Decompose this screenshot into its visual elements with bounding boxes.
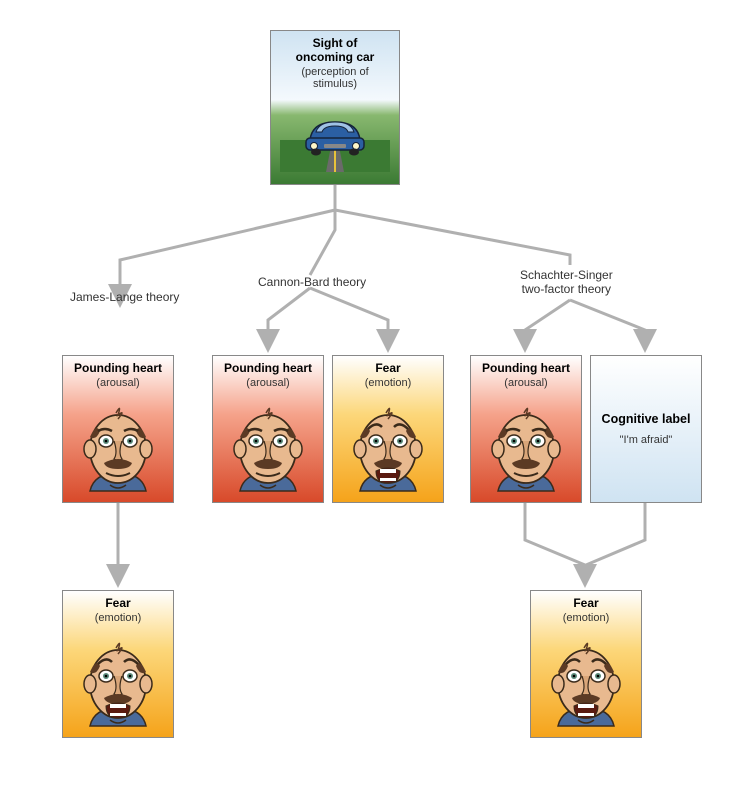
card-title: Fear (333, 362, 443, 376)
card-subtitle: (arousal) (63, 377, 173, 389)
worried-face-icon (70, 391, 166, 493)
card-subtitle: "I'm afraid" (591, 434, 701, 446)
card-title: Cognitive label (591, 412, 701, 426)
stimulus-card: Sight ofoncoming car (perception ofstimu… (270, 30, 400, 185)
card-subtitle: (emotion) (531, 612, 641, 624)
cannon-bard-arousal-card: Pounding heart (arousal) (212, 355, 324, 503)
card-subtitle: (arousal) (213, 377, 323, 389)
schachter-fear-card: Fear (emotion) (530, 590, 642, 738)
card-title: Pounding heart (213, 362, 323, 376)
card-title: Pounding heart (471, 362, 581, 376)
emotion-theories-diagram: Sight ofoncoming car (perception ofstimu… (0, 0, 730, 800)
card-subtitle: (emotion) (63, 612, 173, 624)
car-icon (280, 92, 390, 172)
james-lange-fear-card: Fear (emotion) (62, 590, 174, 738)
card-title: Fear (531, 597, 641, 611)
scared-face-icon (70, 626, 166, 728)
card-title: Pounding heart (63, 362, 173, 376)
card-title: Fear (63, 597, 173, 611)
worried-face-icon (220, 391, 316, 493)
stimulus-title: Sight ofoncoming car (271, 37, 399, 65)
scared-face-icon (538, 626, 634, 728)
worried-face-icon (478, 391, 574, 493)
cannon-bard-label: Cannon-Bard theory (258, 275, 366, 289)
schachter-singer-label: Schachter-Singertwo-factor theory (520, 268, 613, 297)
schachter-arousal-card: Pounding heart (arousal) (470, 355, 582, 503)
cannon-bard-fear-card: Fear (emotion) (332, 355, 444, 503)
stimulus-subtitle: (perception ofstimulus) (271, 66, 399, 90)
card-subtitle: (arousal) (471, 377, 581, 389)
james-lange-arousal-card: Pounding heart (arousal) (62, 355, 174, 503)
scared-face-icon (340, 391, 436, 493)
james-lange-label: James-Lange theory (70, 290, 179, 304)
card-subtitle: (emotion) (333, 377, 443, 389)
schachter-cognitive-card: Cognitive label "I'm afraid" (590, 355, 702, 503)
